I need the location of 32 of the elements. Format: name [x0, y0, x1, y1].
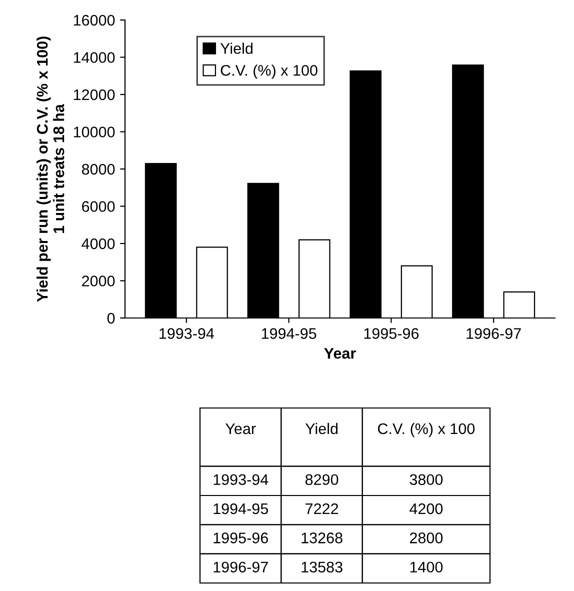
text: C.V. (%) x 100	[378, 422, 475, 438]
legend-label: Yield	[220, 42, 252, 54]
text: 2800	[410, 532, 443, 544]
y-axis-title: Yield per run (units) or C.V. (% x 100) 1 unit treats 18 ha	[36, 36, 64, 302]
text: 8290	[305, 474, 338, 486]
y-tick-label: 6000	[82, 201, 115, 212]
text: Year	[226, 423, 256, 434]
text: Yield	[305, 422, 338, 434]
text: 1995-96	[214, 532, 268, 544]
text: 1996-97	[214, 562, 268, 573]
text: 4200	[410, 503, 443, 514]
y-tick-label: 2000	[82, 276, 115, 286]
text: 7222	[306, 503, 338, 514]
legend-label: C.V. (%) x 100	[220, 64, 318, 79]
text: 1400	[410, 562, 443, 573]
x-tick-label: 1995-96	[364, 328, 419, 339]
x-axis-title: Year	[324, 348, 356, 359]
text: 1994-95	[214, 503, 268, 514]
text: 3800	[410, 474, 443, 486]
y-tick-label: 8000	[82, 164, 115, 175]
y-tick-label: 16000	[74, 14, 115, 26]
y-tick-label: 14000	[74, 52, 115, 63]
y-tick-label: 4000	[82, 238, 115, 250]
x-tick-label: 1996-97	[466, 328, 521, 339]
x-tick-label: 1994-95	[262, 328, 316, 339]
x-tick-label: 1993-94	[160, 328, 214, 339]
y-tick-label: 12000	[74, 89, 115, 100]
text: 13583	[302, 562, 342, 573]
y-tick-label: 0	[107, 312, 115, 324]
text: 13268	[302, 532, 342, 544]
y-tick-label: 10000	[74, 126, 115, 138]
text: 1993-94	[214, 474, 268, 486]
